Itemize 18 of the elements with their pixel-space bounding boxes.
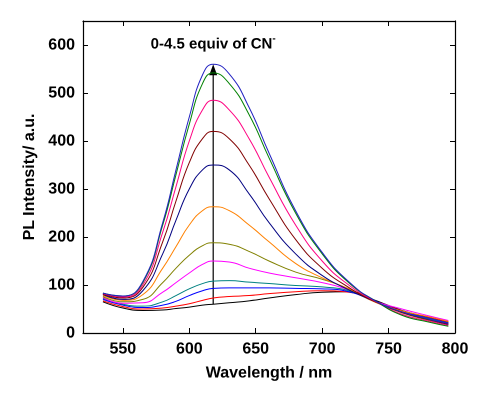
y-tick-label: 0 — [66, 324, 76, 342]
x-tick-label: 800 — [442, 340, 468, 358]
x-tick-label: 750 — [375, 340, 402, 358]
y-tick-label: 300 — [48, 180, 76, 198]
x-tick-label: 700 — [308, 340, 336, 358]
line-series — [102, 260, 449, 322]
x-tick-label: 550 — [110, 340, 136, 358]
y-tick-label: 500 — [48, 84, 76, 102]
y-axis-title: PL Intensity/ a.u. — [20, 114, 38, 240]
y-tick-label: 200 — [48, 228, 76, 246]
y-tick-label: 600 — [48, 36, 76, 54]
line-series — [102, 206, 449, 322]
x-tick-label: 650 — [242, 340, 270, 358]
y-tick-label: 100 — [48, 276, 76, 294]
x-tick-label: 600 — [176, 340, 203, 358]
annotation: 0-4.5 equiv of CN- — [150, 34, 276, 53]
y-tick-label: 400 — [48, 132, 76, 150]
x-axis-title: Wavelength / nm — [206, 364, 332, 382]
